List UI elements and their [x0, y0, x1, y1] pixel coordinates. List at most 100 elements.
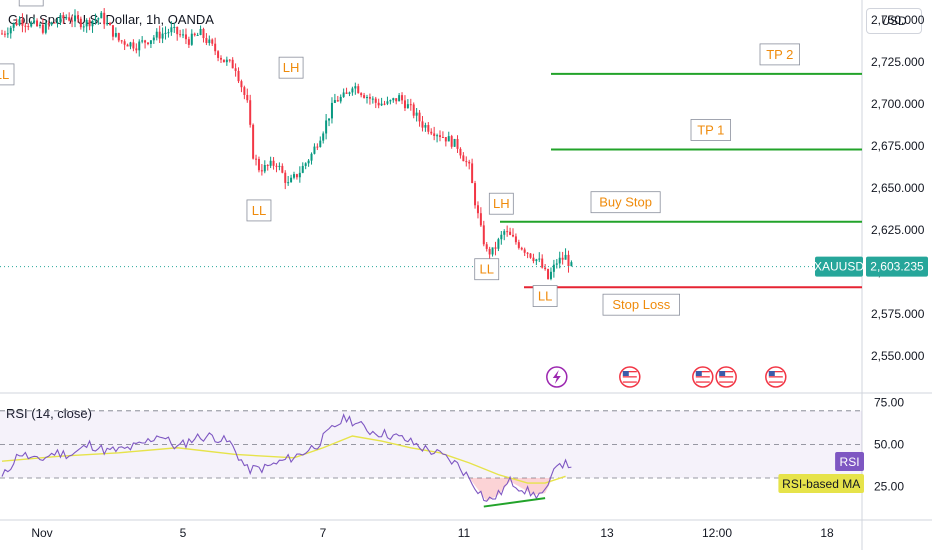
- candle-body: [1, 33, 3, 35]
- candle-body: [450, 136, 453, 147]
- candle-body: [205, 38, 208, 43]
- candle-body: [211, 39, 214, 44]
- candle-body: [567, 254, 570, 267]
- level-label-box: [759, 43, 800, 66]
- candle-body: [132, 42, 135, 49]
- candle-body: [374, 98, 377, 103]
- level-label-box: [602, 293, 680, 316]
- candle-body: [328, 118, 331, 121]
- candle-body: [272, 160, 275, 166]
- candle-body: [474, 183, 477, 206]
- candle-body: [506, 231, 509, 233]
- candle-body: [398, 95, 401, 102]
- candle-body: [68, 17, 71, 21]
- candle-body: [476, 205, 479, 214]
- candle-body: [386, 101, 389, 104]
- candle-body: [149, 40, 152, 44]
- candle-body: [532, 257, 535, 262]
- candle-body: [310, 153, 313, 161]
- candle-body: [79, 18, 82, 28]
- flag-stripe: [768, 371, 783, 373]
- flag-stripe: [719, 381, 734, 383]
- rsi-tag: [835, 452, 864, 471]
- candle-body: [263, 165, 266, 172]
- candle-body: [41, 24, 44, 33]
- time-tick-label: 12:00: [702, 526, 732, 540]
- rsi-tag: [778, 474, 864, 493]
- candle-body: [284, 172, 287, 183]
- swing-label-box: [488, 192, 514, 215]
- candle-body: [76, 15, 79, 19]
- candle-body: [196, 34, 199, 36]
- level-buy-stop[interactable]: Buy Stop: [500, 191, 862, 223]
- us-flag-icon[interactable]: [619, 366, 641, 388]
- candle-body: [383, 103, 386, 105]
- candle-body: [33, 20, 36, 23]
- swing-label-ll: LL: [474, 258, 500, 281]
- swing-label-box: [0, 63, 15, 86]
- candle-body: [465, 161, 468, 163]
- candle-body: [88, 20, 91, 27]
- rsi-line: [1, 413, 572, 502]
- candle-body: [293, 174, 295, 178]
- candle-body: [482, 225, 485, 245]
- candle-body: [453, 138, 456, 147]
- candle-body: [325, 120, 328, 134]
- candle-body: [176, 26, 179, 35]
- candle-body: [333, 100, 336, 103]
- candle-body: [6, 33, 9, 35]
- lightning-icon[interactable]: [546, 366, 568, 388]
- level-tp-2[interactable]: TP 2: [551, 43, 862, 75]
- us-flag-icon[interactable]: [715, 366, 737, 388]
- candle-body: [544, 267, 547, 270]
- candle-body: [433, 133, 436, 137]
- level-tp-1[interactable]: TP 1: [551, 119, 862, 151]
- candle-body: [182, 34, 185, 36]
- us-flag-icon[interactable]: [765, 366, 787, 388]
- swing-label-text: LL: [0, 67, 9, 82]
- candle-body: [158, 31, 161, 39]
- candle-body: [152, 37, 155, 41]
- candle-body: [436, 135, 439, 137]
- candle-body: [217, 51, 220, 58]
- candle-body: [9, 27, 12, 34]
- candle-body: [249, 100, 252, 125]
- candle-body: [380, 103, 383, 106]
- candle-body: [307, 160, 310, 164]
- candle-body: [459, 148, 462, 156]
- candle-body: [255, 158, 258, 160]
- candle-body: [184, 34, 187, 40]
- candle-body: [278, 165, 281, 167]
- candle-body: [485, 244, 488, 249]
- time-tick-label: Nov: [31, 526, 52, 540]
- candle-body: [322, 133, 325, 141]
- candle-body: [161, 33, 164, 39]
- rsi-title: RSI (14, close): [6, 406, 92, 421]
- flag-stripe: [768, 378, 783, 381]
- candle-body: [517, 242, 520, 248]
- level-stop-loss[interactable]: Stop Loss: [524, 286, 862, 316]
- candle-body: [240, 81, 243, 88]
- candle-body: [503, 231, 506, 235]
- candle-body: [103, 12, 106, 25]
- swing-label-box: [278, 56, 304, 79]
- candle-body: [202, 28, 205, 39]
- candle-body: [471, 163, 474, 184]
- candle-body: [558, 257, 561, 264]
- candle-body: [252, 124, 255, 159]
- price-tick-label: 2,625.000: [871, 223, 925, 237]
- candle-body: [144, 40, 147, 43]
- candle-body: [36, 20, 39, 26]
- currency-button[interactable]: USD: [866, 8, 922, 34]
- candle-body: [424, 125, 427, 128]
- candle-body: [24, 25, 27, 27]
- candle-body: [27, 26, 30, 28]
- candle-body: [366, 97, 368, 99]
- candle-body: [123, 41, 126, 45]
- candle-body: [363, 95, 366, 98]
- candle-body: [117, 33, 120, 41]
- candle-body: [50, 22, 53, 25]
- candle-body: [97, 18, 100, 20]
- us-flag-icon[interactable]: [692, 366, 714, 388]
